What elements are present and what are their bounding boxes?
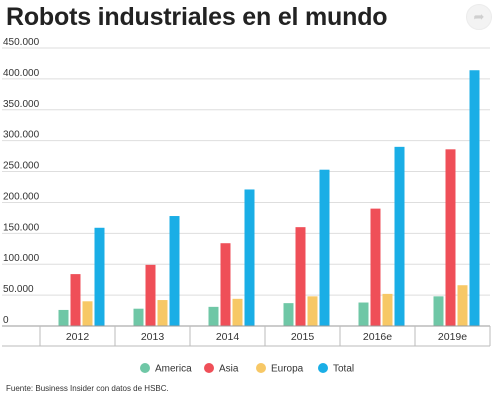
- bar-america-2015: [283, 303, 294, 326]
- bar-europa-2014: [232, 298, 243, 326]
- x-category-label: 2013: [141, 331, 165, 343]
- y-axis-ticks: 0 50.000 100.000 150.000 200.000 250.000 300.0…: [3, 37, 40, 326]
- bar-america-2012: [58, 309, 69, 326]
- bar-europa-2012: [82, 301, 93, 326]
- bar-total-2016e: [394, 146, 405, 326]
- x-category-label: 2016e: [363, 331, 392, 343]
- y-tick-label: 0: [3, 315, 9, 326]
- source-note: Fuente: Business Insider con datos de HS…: [6, 384, 169, 393]
- bar-asia-2012: [70, 274, 81, 326]
- y-tick-label: 400.000: [3, 68, 40, 79]
- bar-europa-2015: [307, 296, 318, 326]
- y-tick-label: 300.000: [3, 130, 40, 141]
- y-tick-label: 150.000: [3, 222, 40, 233]
- bar-asia-2019e: [445, 149, 456, 326]
- bar-europa-2013: [157, 300, 168, 326]
- bar-asia-2016e: [370, 208, 381, 326]
- y-tick-label: 50.000: [3, 284, 34, 295]
- legend-swatch-asia: [204, 363, 214, 373]
- legend-swatch-europa: [256, 363, 266, 373]
- x-axis-categories: 2012 2013 2014 2015 2016e 2019e: [66, 331, 467, 343]
- bar-asia-2015: [295, 227, 306, 326]
- bar-america-2014: [208, 306, 219, 326]
- chart-title: Robots industriales en el mundo: [6, 3, 388, 31]
- bar-total-2013: [169, 216, 180, 326]
- legend-label-europa: Europa: [271, 364, 304, 375]
- share-icon[interactable]: ➦: [466, 4, 492, 30]
- bar-europa-2016e: [382, 293, 393, 326]
- y-tick-label: 450.000: [3, 37, 40, 48]
- y-tick-label: 200.000: [3, 191, 40, 202]
- bar-total-2014: [244, 189, 255, 326]
- legend-label-america: America: [155, 364, 192, 375]
- bar-america-2016e: [358, 302, 369, 326]
- y-tick-label: 100.000: [3, 253, 40, 264]
- bar-europa-2019e: [457, 285, 468, 326]
- y-tick-label: 250.000: [3, 161, 40, 172]
- bar-america-2013: [133, 308, 144, 326]
- legend-swatch-america: [140, 363, 150, 373]
- bar-total-2015: [319, 169, 330, 326]
- x-category-label: 2019e: [438, 331, 467, 343]
- bar-asia-2014: [220, 243, 231, 326]
- bar-total-2019e: [469, 70, 480, 327]
- legend-label-total: Total: [333, 364, 354, 375]
- x-category-label: 2012: [66, 331, 90, 343]
- y-tick-label: 350.000: [3, 99, 40, 110]
- x-category-label: 2015: [291, 331, 315, 343]
- legend-label-asia: Asia: [219, 364, 239, 375]
- bar-asia-2013: [145, 264, 156, 326]
- x-category-label: 2014: [216, 331, 240, 343]
- bar-total-2012: [94, 227, 105, 326]
- bars: [58, 70, 480, 327]
- x-axis: [2, 325, 491, 347]
- bar-america-2019e: [433, 296, 444, 326]
- legend: America Asia Europa Total: [140, 363, 354, 375]
- legend-swatch-total: [318, 363, 328, 373]
